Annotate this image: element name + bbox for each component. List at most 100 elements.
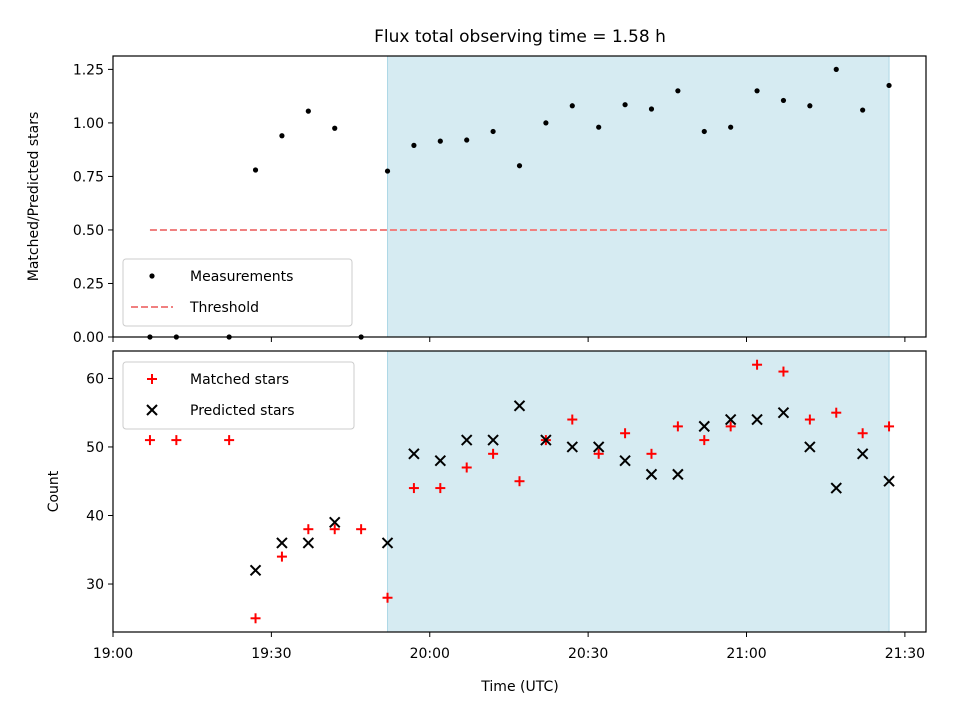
matched-point: [778, 366, 789, 377]
measurement-point: [437, 138, 443, 144]
x-tick-label: 21:30: [885, 646, 925, 662]
x-tick-label: 20:30: [568, 646, 608, 662]
y-tick-label: 0.50: [73, 223, 104, 239]
y-axis-label: Count: [46, 470, 62, 512]
measurement-point: [675, 88, 681, 94]
measurement-point: [279, 133, 285, 139]
predicted-point: [434, 454, 447, 467]
matched-point: [382, 592, 393, 603]
y-tick-label: 60: [86, 371, 104, 387]
y-tick-label: 30: [86, 577, 104, 593]
measurement-point: [569, 103, 575, 109]
predicted-point: [513, 400, 526, 412]
legend-label: Matched stars: [190, 372, 289, 388]
matched-point: [593, 448, 604, 459]
matched-point: [329, 524, 340, 535]
measurement-point: [411, 142, 417, 148]
measurement-point: [543, 120, 549, 126]
predicted-point: [302, 537, 315, 549]
matched-point: [461, 462, 472, 473]
y-tick-label: 1.00: [73, 116, 104, 132]
measurement-point: [886, 82, 892, 89]
measurement-point: [252, 167, 259, 173]
matched-point: [567, 414, 578, 425]
measurement-point: [332, 125, 338, 131]
measurement-point: [833, 66, 839, 72]
y-tick-label: 40: [86, 508, 104, 524]
predicted-point: [645, 468, 658, 481]
x-tick-label: 19:00: [93, 646, 133, 662]
matched-point: [144, 435, 155, 446]
measurement-point: [596, 124, 602, 130]
x-tick-label: 21:00: [726, 646, 766, 662]
measurement-point: [648, 106, 655, 112]
matched-point: [250, 613, 261, 624]
predicted-point: [724, 413, 737, 426]
matched-point: [356, 524, 367, 535]
bottom-panel: 30 40 50 60 19:00 19:30 20:00 20:30 21:00 21:30 Co…: [46, 350, 927, 662]
predicted-point: [883, 475, 895, 487]
predicted-point: [777, 406, 790, 419]
y-tick-label: 0.25: [73, 276, 104, 292]
predicted-point: [592, 441, 605, 453]
predicted-point: [408, 448, 420, 460]
measurement-point: [754, 88, 760, 94]
matched-point: [171, 435, 182, 446]
chart-title: Flux total observing time = 1.58 h: [374, 27, 666, 47]
legend-marker: [147, 374, 157, 384]
matched-point: [303, 524, 314, 535]
predicted-point: [804, 441, 816, 453]
measurement-point: [464, 137, 470, 143]
matched-point: [620, 428, 631, 439]
predicted-point: [619, 454, 631, 467]
x-tick-label: 20:00: [410, 646, 450, 662]
legend-box: [122, 361, 355, 430]
matched-point: [514, 476, 525, 487]
measurement-point: [780, 97, 787, 104]
legend-box: [122, 258, 353, 327]
measurement-point: [701, 128, 707, 135]
predicted-point: [329, 516, 341, 529]
matched-point: [752, 359, 763, 370]
legend-label: Threshold: [189, 300, 259, 316]
predicted-point: [461, 434, 473, 446]
measurement-point: [860, 107, 866, 113]
legend-label: Predicted stars: [190, 403, 295, 419]
shaded-span: [387, 55, 890, 338]
predicted-point: [566, 441, 578, 453]
predicted-point: [830, 482, 842, 494]
y-tick-label: 50: [86, 440, 104, 456]
legend-marker: [149, 273, 155, 279]
y-tick-label: 0.00: [73, 330, 104, 346]
predicted-point: [249, 564, 262, 577]
legend-label: Measurements: [190, 269, 293, 285]
y-axis-label: Matched/Predicted stars: [26, 112, 42, 282]
x-tick-label: 19:30: [251, 646, 291, 662]
matched-point: [804, 414, 815, 425]
measurement-point: [807, 103, 813, 109]
matched-point: [672, 421, 683, 432]
y-tick-label: 0.75: [73, 169, 104, 185]
predicted-point: [540, 434, 552, 446]
plot-frame: [112, 55, 927, 338]
predicted-point: [856, 448, 869, 460]
measurement-point: [384, 168, 391, 174]
matched-point: [884, 421, 895, 432]
predicted-point: [381, 537, 394, 549]
predicted-point: [698, 420, 710, 433]
predicted-point: [487, 434, 499, 446]
matched-point: [857, 428, 868, 439]
matched-point: [831, 407, 842, 418]
legend-marker: [146, 404, 158, 416]
measurement-point: [728, 124, 734, 130]
matched-point: [408, 483, 419, 494]
measurement-point: [516, 163, 523, 169]
matched-point: [646, 448, 657, 459]
x-axis-label: Time (UTC): [480, 679, 558, 695]
measurement-point: [490, 128, 496, 135]
matched-point: [224, 435, 235, 446]
measurement-point: [305, 108, 311, 114]
predicted-point: [276, 537, 288, 549]
predicted-point: [672, 468, 684, 481]
